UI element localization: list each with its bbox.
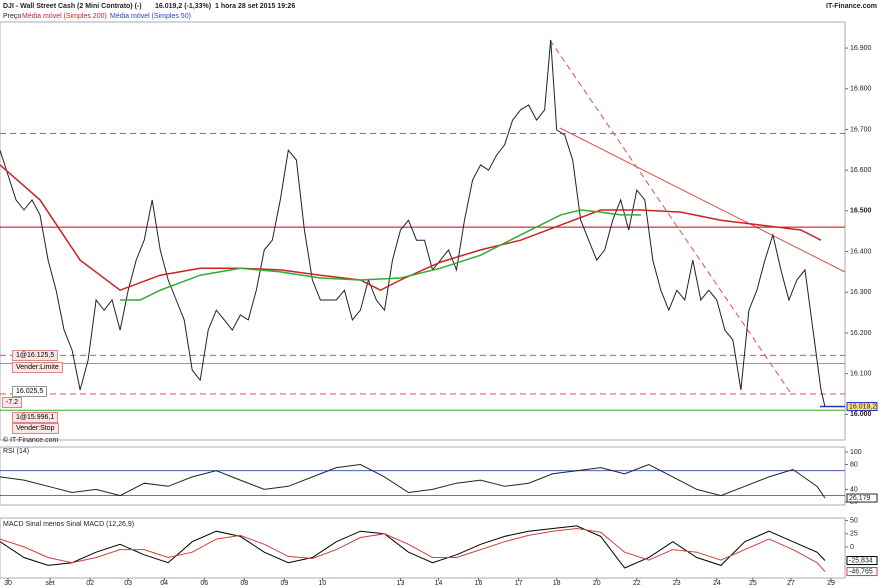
- y-tick-label: 16.000: [850, 411, 872, 418]
- x-tick-label: set: [45, 580, 54, 587]
- x-tick-label: 04: [160, 580, 168, 587]
- trend-line: [559, 127, 846, 273]
- last-value-label: -46,765: [849, 568, 873, 575]
- y-tick-label: 16.500: [850, 208, 872, 215]
- last-value-box: [846, 567, 878, 577]
- x-tick-label: 14: [435, 580, 443, 587]
- series-line: [0, 164, 822, 292]
- last-value-box: [846, 493, 878, 503]
- y-tick-label: 0: [850, 544, 854, 551]
- y-tick-label: 16.800: [850, 86, 872, 93]
- y-tick-label: 80: [850, 461, 858, 468]
- panel-title: RSI (14): [3, 448, 29, 455]
- y-tick-label: 40: [850, 486, 858, 493]
- x-tick-label: 13: [397, 580, 405, 587]
- x-tick-label: 08: [240, 580, 248, 587]
- y-tick-label: 16.400: [850, 248, 872, 255]
- y-tick-label: 16.100: [850, 371, 872, 378]
- x-tick-label: 27: [787, 580, 795, 587]
- order-action[interactable]: Vender:Limite: [12, 362, 63, 373]
- y-tick-label: 50: [850, 517, 858, 524]
- x-tick-label: 02: [86, 580, 94, 587]
- x-tick-label: 23: [673, 580, 681, 587]
- x-tick-label: 22: [633, 580, 641, 587]
- legend-entry: Média móvel (Simples 200): [22, 13, 107, 20]
- series-line: [120, 209, 641, 301]
- legend-entry: Preço: [3, 13, 21, 20]
- x-tick-label: 29: [827, 580, 835, 587]
- series-line: [0, 463, 826, 499]
- last-price-label: 16.019,2: [849, 403, 876, 410]
- x-tick-label: 16: [475, 580, 483, 587]
- x-tick-label: 20: [593, 580, 601, 587]
- macd-panel: [0, 517, 846, 579]
- legend-entry: Média móvel (Simples 50): [110, 13, 191, 20]
- interval: 1 hora: [215, 3, 236, 10]
- brand: IT-Finance.com: [826, 3, 877, 10]
- last-value-label: -25,834: [849, 557, 873, 564]
- watermark: © IT-Finance.com: [3, 436, 59, 444]
- series-line: [0, 39, 826, 407]
- y-tick-label: 16.700: [850, 126, 872, 133]
- last: 16.019,2 (-1,33%): [155, 3, 211, 10]
- x-tick-label: 18: [553, 580, 561, 587]
- position-price: 16.025,5: [12, 386, 48, 397]
- y-tick-label: 25: [850, 531, 858, 538]
- order-action[interactable]: Vender:Stop: [12, 423, 59, 434]
- y-tick-label: 100: [850, 449, 862, 456]
- position-pnl: -7.2: [2, 397, 23, 408]
- y-tick-label: 16.300: [850, 289, 872, 296]
- x-tick-label: 17: [515, 580, 523, 587]
- trend-line: [549, 39, 791, 393]
- order-label[interactable]: 1@16.125,5: [12, 350, 59, 361]
- x-tick-label: 09: [280, 580, 288, 587]
- last-value-box: [846, 556, 878, 566]
- title: DJI - Wall Street Cash (2 Mini Contrato)…: [3, 3, 142, 10]
- order-label[interactable]: 1@15.996,1: [12, 412, 59, 423]
- rsi-panel: [0, 446, 846, 506]
- series-line: [0, 527, 826, 572]
- y-tick-label: 16.900: [850, 45, 872, 52]
- series-line: [0, 525, 826, 569]
- x-tick-label: 24: [713, 580, 721, 587]
- x-tick-label: 06: [200, 580, 208, 587]
- x-tick-label: 25: [749, 580, 757, 587]
- last-price-box: [846, 402, 878, 412]
- y-tick-label: 16.200: [850, 330, 872, 337]
- y-tick-label: 16.600: [850, 167, 872, 174]
- panel-title: MACD Sinal menos Sinal MACD (12,26,9): [3, 521, 134, 528]
- x-tick-label: 03: [124, 580, 132, 587]
- x-tick-label: 10: [318, 580, 326, 587]
- price-panel: [0, 21, 846, 441]
- last-value-label: 26,179: [849, 495, 871, 502]
- timestamp: 28 set 2015 19:26: [238, 3, 295, 10]
- x-tick-label: 30: [4, 580, 12, 587]
